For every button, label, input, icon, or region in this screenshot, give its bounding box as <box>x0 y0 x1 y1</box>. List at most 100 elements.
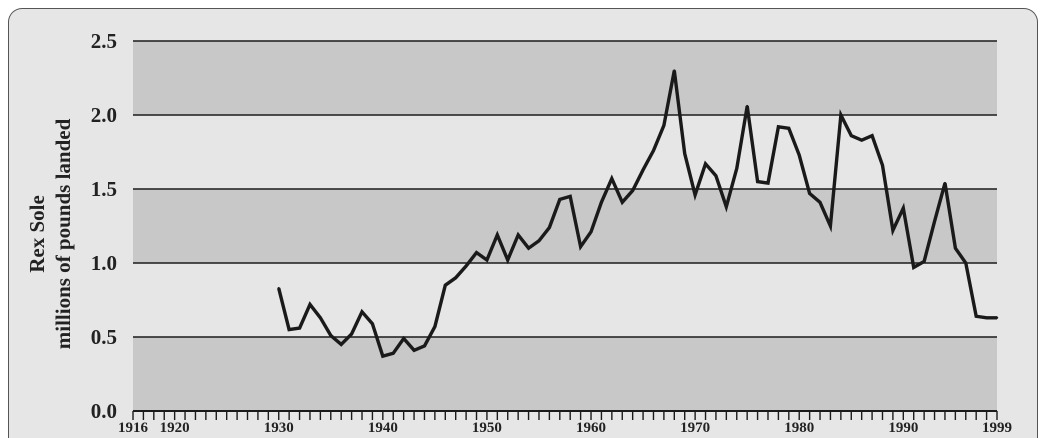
data-point <box>527 247 530 250</box>
data-point <box>808 192 811 195</box>
data-point <box>818 201 822 204</box>
data-point <box>745 104 749 108</box>
x-tick-label: 1960 <box>576 420 606 436</box>
data-point <box>704 162 707 166</box>
plot-band <box>133 41 997 115</box>
y-axis-tick-labels: 0.0 0.5 1.0 1.5 2.0 2.5 <box>91 29 117 423</box>
data-point <box>287 328 291 331</box>
data-point <box>589 230 593 234</box>
data-point <box>662 124 666 127</box>
data-point <box>485 258 489 262</box>
data-point <box>850 134 853 137</box>
data-point <box>516 233 520 237</box>
x-axis <box>132 410 998 420</box>
data-point <box>579 245 582 248</box>
data-point <box>933 220 936 223</box>
x-axis-tick-labels: 1916 1920 1930 1940 1950 1960 1970 1980 1990 1999 <box>118 420 1012 436</box>
y-tick-label: 0.5 <box>91 325 117 349</box>
data-point <box>444 284 447 287</box>
data-point <box>339 343 343 346</box>
x-tick-label: 1916 <box>118 420 149 436</box>
x-tick-label: 1980 <box>784 420 814 436</box>
data-point <box>319 316 322 319</box>
data-point <box>943 181 947 185</box>
data-point <box>371 322 374 325</box>
data-point <box>537 239 541 242</box>
data-point <box>725 205 728 208</box>
data-point <box>558 198 561 201</box>
series-group <box>277 69 999 359</box>
data-point <box>433 325 437 328</box>
data-point <box>954 247 957 250</box>
data-point <box>693 193 697 197</box>
series-line <box>277 70 997 359</box>
data-point <box>464 264 468 268</box>
data-point <box>922 260 926 263</box>
data-point <box>381 355 385 358</box>
x-tick-label: 1930 <box>264 420 294 436</box>
data-point <box>548 226 551 229</box>
x-tick-label: 1990 <box>888 420 918 436</box>
x-tick-label: 1950 <box>472 420 502 436</box>
plot-band <box>133 263 997 337</box>
x-tick-label: 1970 <box>680 420 710 436</box>
data-point <box>756 180 759 183</box>
data-point <box>392 352 395 355</box>
y-tick-label: 1.0 <box>91 251 117 275</box>
data-point <box>714 174 718 177</box>
data-point <box>360 310 364 314</box>
y-tick-label: 2.0 <box>91 103 117 127</box>
data-point <box>569 195 572 198</box>
y-tick-label: 1.5 <box>91 177 117 201</box>
data-point <box>496 233 499 237</box>
data-point <box>870 134 874 137</box>
y-axis-title-line: Rex Sole <box>25 195 49 273</box>
plot-background-bands <box>133 41 997 411</box>
data-point <box>673 69 676 72</box>
data-point <box>621 201 624 204</box>
data-point <box>652 149 655 152</box>
plot-band <box>133 115 997 189</box>
data-point <box>891 229 895 232</box>
data-point <box>308 303 312 306</box>
data-point <box>506 258 509 262</box>
data-point <box>839 113 843 117</box>
x-tick-label: 1940 <box>368 420 398 436</box>
data-point <box>412 349 416 352</box>
data-point <box>329 334 332 337</box>
data-point <box>600 201 603 204</box>
y-axis-title-line: millions of pounds landed <box>51 118 75 349</box>
data-point <box>902 207 905 210</box>
data-point <box>735 167 738 170</box>
data-point <box>298 326 301 330</box>
data-point <box>683 152 686 155</box>
data-point <box>423 344 426 348</box>
data-point <box>964 261 967 265</box>
y-axis-title: Rex Sole millions of pounds landed <box>25 118 75 349</box>
y-tick-label: 0.0 <box>91 399 117 423</box>
data-point <box>475 251 478 254</box>
data-point <box>995 316 999 319</box>
data-point <box>860 138 863 142</box>
data-point <box>402 337 405 340</box>
data-point <box>974 315 978 318</box>
data-point <box>277 286 280 290</box>
data-point <box>454 276 457 279</box>
data-point <box>350 332 353 336</box>
plot-band <box>133 337 997 411</box>
data-point <box>641 168 645 171</box>
data-point <box>631 189 634 192</box>
data-point <box>912 266 915 269</box>
y-tick-label: 2.5 <box>91 29 117 53</box>
data-point <box>985 316 988 319</box>
data-point <box>881 164 884 167</box>
data-point <box>787 127 791 130</box>
data-point <box>777 125 780 129</box>
plot-band <box>133 189 997 263</box>
data-point <box>829 224 832 228</box>
x-tick-label: 1920 <box>160 420 190 436</box>
x-tick-label: 1999 <box>982 420 1012 436</box>
data-point <box>610 177 614 180</box>
data-point <box>798 153 801 157</box>
